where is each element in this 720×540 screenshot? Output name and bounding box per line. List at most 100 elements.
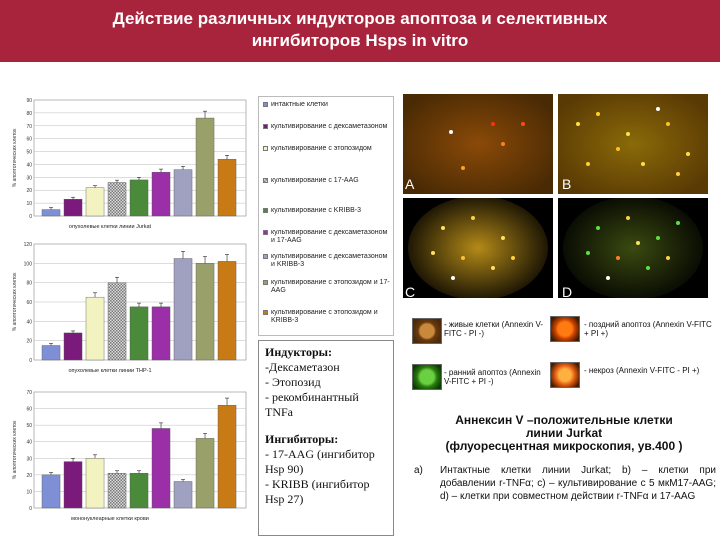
- live-cell-thumb: [412, 318, 442, 344]
- legend-label: культивирование с дексаметазоном и 17-AA…: [271, 229, 388, 244]
- cell-spot: [501, 142, 505, 146]
- legend-swatch: [263, 280, 268, 285]
- y-tick-label: 30: [26, 175, 32, 181]
- cell-spot: [431, 251, 435, 255]
- legend-item: интактные клетки: [263, 101, 393, 109]
- cell-spot: [676, 172, 680, 176]
- legend-swatch: [263, 178, 268, 183]
- legend-label: культивирование с дексаметазоном и KRIBB…: [271, 253, 388, 268]
- legend-item: культивирование с KRIBB-3: [263, 207, 393, 215]
- bar: [195, 263, 215, 361]
- y-tick-label: 90: [26, 98, 32, 104]
- cell-spot: [586, 251, 590, 255]
- micrograph-label: B: [562, 176, 572, 192]
- bar: [173, 258, 193, 361]
- legend-swatch: [263, 102, 268, 107]
- y-tick-label: 0: [29, 358, 32, 364]
- micrograph-field: [558, 94, 708, 194]
- bar: [107, 182, 127, 217]
- y-tick-label: 120: [24, 242, 33, 248]
- late-apoptosis-thumb: [550, 316, 580, 342]
- bar: [151, 306, 171, 361]
- bar-chart-blood: 0 10 20 30 40 50 60 70 % апоптотических клеток мо…: [8, 388, 250, 536]
- cell-spot: [471, 216, 475, 220]
- cell-spot: [491, 122, 495, 126]
- figure-caption: Аннексин V –положительные клетки линии J…: [410, 414, 718, 453]
- chart-caption: опухолевые клетки линии Jurkat: [69, 224, 152, 230]
- y-tick-label: 80: [26, 281, 32, 287]
- y-tick-label: 40: [26, 440, 32, 446]
- y-tick-label: 20: [26, 339, 32, 345]
- legend-item: культивирование с дексаметазоном: [263, 123, 393, 131]
- y-tick-label: 100: [24, 261, 33, 267]
- y-tick-label: 60: [26, 137, 32, 143]
- legend-swatch: [263, 310, 268, 315]
- y-axis-label: % апоптотических клеток: [12, 272, 18, 331]
- micrograph-b: B: [558, 94, 708, 194]
- micrograph-field: [408, 198, 548, 298]
- cell-spot: [449, 130, 453, 134]
- y-tick-label: 70: [26, 124, 32, 130]
- inducers-title: Индукторы:: [265, 345, 333, 359]
- y-tick-label: 80: [26, 111, 32, 117]
- y-tick-label: 20: [26, 473, 32, 479]
- cell-spot: [586, 162, 590, 166]
- micrograph-label: C: [405, 284, 416, 298]
- caption-line1: Аннексин V –положительные клетки: [455, 413, 673, 427]
- bar: [217, 159, 237, 217]
- caption-line2: линии Jurkat: [525, 426, 603, 440]
- legend-item: культивирование с дексаметазоном и KRIBB…: [263, 253, 393, 269]
- bar: [85, 187, 105, 217]
- chart-legend: интактные клетки культивирование с дексам…: [258, 96, 394, 336]
- bar: [129, 179, 149, 217]
- legend-item: культивирование с этопозидом: [263, 145, 393, 153]
- key-live: - живые клетки (Annexin V-FITC - PI -): [444, 320, 544, 338]
- cell-spot: [666, 256, 670, 260]
- cell-spot: [576, 122, 580, 126]
- bar: [41, 209, 61, 217]
- bar: [41, 474, 61, 509]
- key-early: - ранний апоптоз (Annexin V-FITC + PI -): [444, 368, 541, 386]
- legend-label: культивирование с этопозидом: [271, 145, 372, 152]
- description-letter: a): [414, 465, 423, 476]
- legend-label: культивирование с этопозидом и KRIBB-3: [271, 309, 378, 324]
- chart-caption: мононуклеарные клетки крови: [71, 516, 149, 522]
- legend-label: культивирование с KRIBB-3: [271, 207, 362, 214]
- y-tick-label: 60: [26, 407, 32, 413]
- slide-title: Действие различных индукторов апоптоза и…: [0, 8, 720, 52]
- micrograph-label: A: [405, 176, 415, 192]
- bar: [63, 461, 83, 509]
- bar: [41, 345, 61, 361]
- bar: [217, 261, 237, 361]
- y-tick-label: 10: [26, 201, 32, 207]
- cell-spot: [511, 256, 515, 260]
- y-tick-label: 50: [26, 150, 32, 156]
- cell-spot: [656, 107, 660, 111]
- inhibitor-item: - 17-AAG (ингибитор Hsp 90): [265, 447, 375, 476]
- caption-line3: (флуоресцентная микроскопия, ув.400 ): [445, 439, 683, 453]
- micrograph-c: C: [403, 198, 553, 298]
- legend-swatch: [263, 230, 268, 235]
- bar: [63, 332, 83, 361]
- cell-spot: [461, 166, 465, 170]
- cell-spot: [616, 256, 620, 260]
- bar: [107, 282, 127, 361]
- cell-spot: [596, 112, 600, 116]
- cell-spot: [461, 256, 465, 260]
- y-axis-label: % апоптотических клеток: [12, 128, 18, 187]
- inducer-item: - Этопозид: [265, 375, 321, 389]
- cell-spot: [521, 122, 525, 126]
- legend-swatch: [263, 124, 268, 129]
- legend-label: культивирование с дексаметазоном: [271, 123, 388, 130]
- slide-title-line1: Действие различных индукторов апоптоза и…: [112, 9, 608, 28]
- micrograph-a: A: [403, 94, 553, 194]
- legend-swatch: [263, 254, 268, 259]
- cell-spot: [616, 147, 620, 151]
- y-tick-label: 20: [26, 188, 32, 194]
- bar: [85, 458, 105, 509]
- inducer-item: - рекомбинантный TNFa: [265, 390, 359, 419]
- key-necrosis: - некроз (Annexin V-FITC - PI +): [584, 366, 700, 375]
- slide-title-line2: ингибиторов Hsps in vitro: [251, 31, 469, 50]
- bar-chart-jurkat: 0 10 20 30 40 50 60 70 80 90 % апоптотических клет…: [8, 96, 250, 244]
- cell-spot: [666, 122, 670, 126]
